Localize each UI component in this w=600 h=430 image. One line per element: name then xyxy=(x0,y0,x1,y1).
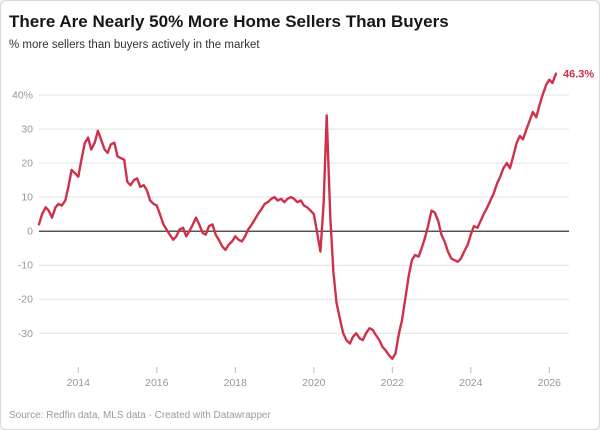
chart-subtitle: % more sellers than buyers actively in t… xyxy=(9,39,260,52)
chart-header: There Are Nearly 50% More Home Sellers T… xyxy=(1,1,599,51)
series-line xyxy=(37,72,558,361)
y-tick-label: 30 xyxy=(21,124,33,136)
x-tick-label: 2014 xyxy=(67,377,91,389)
chart-area: 40% 30 20 10 0 -10 -20 -30 2014 2016 2018 2020 2022 2… xyxy=(1,51,599,408)
x-tick-label: 2026 xyxy=(538,377,562,389)
y-tick-label: 40% xyxy=(12,90,33,102)
x-tick-label: 2016 xyxy=(145,377,169,389)
x-tick-label: 2022 xyxy=(381,377,405,389)
x-tick-label: 2020 xyxy=(302,377,326,389)
y-tick-label: -20 xyxy=(18,294,33,306)
y-tick-label: -10 xyxy=(18,260,33,272)
y-tick-label: 0 xyxy=(27,226,33,238)
y-tick-label: 20 xyxy=(21,158,33,170)
y-tick-label: 10 xyxy=(21,192,33,204)
x-tick-label: 2018 xyxy=(224,377,248,389)
x-tick-label: 2024 xyxy=(459,377,483,389)
page-title: There Are Nearly 50% More Home Sellers T… xyxy=(9,12,449,31)
home-sellers-line-chart: 40% 30 20 10 0 -10 -20 -30 2014 2016 2018 2020 2022 2… xyxy=(12,69,594,389)
y-tick-label: -30 xyxy=(18,328,33,340)
end-value-label: 46.3% xyxy=(563,69,594,81)
source-attribution: Source: Redfin data, MLS data · Created … xyxy=(9,410,271,421)
